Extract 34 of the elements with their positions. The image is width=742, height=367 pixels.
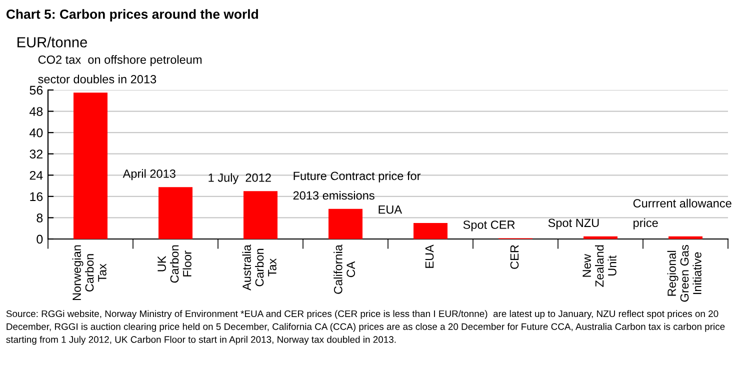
bar [74,92,108,239]
x-tick-label: Norwegian Carbon Tax [72,245,106,300]
bar [328,208,362,239]
y-axis-title: EUR/tonne [18,36,88,48]
bar [414,223,448,239]
bar [668,236,702,239]
annotation: Future Contract price for 2013 emissions [293,171,421,200]
bar [584,236,618,239]
y-tick-label: 24 [30,170,43,180]
bar [158,187,192,239]
x-tick-label: New Zealand Unit [582,245,616,287]
x-tick-label: Regional Green Gas Initiative [667,244,702,302]
y-tick-label: 40 [30,128,43,138]
annotation: EUA [378,206,402,214]
annotation: Currrent allowance price [633,198,732,230]
annotation: 1 July 2012 [208,173,271,184]
y-tick-label: 56 [30,86,43,95]
x-tick-label: UK Carbon Floor [158,245,192,283]
x-tick-label: EUA [425,244,434,268]
y-tick-label: 8 [36,214,43,222]
annotation: Spot CER [463,220,515,232]
y-tick-label: 48 [30,107,43,116]
y-tick-label: 16 [30,192,43,202]
chart-title: Chart 5: Carbon prices around the world [6,9,258,22]
x-tick-label: California CA [334,244,356,294]
x-tick-label: Australia Carbon Tax [242,244,276,290]
source-note: Source: RGGi website, Norway Ministry of Environment *EUA and CER prices (CER price is less than I EUR/tonne) are latest up to January, NZU reflect spot prices on 20 December, RGGI is auction clearing price held on 5 December, California CA (CCA) prices are as close a 20 December for Future CCA, Australia Carbon tax is carbon price starting from 1 July 2012, UK Carbon Floor to start in April 2013, Norway tax doubled in 2013. [6,310,725,345]
x-tick-label: CER [510,245,519,269]
y-tick-label: 0 [36,234,43,244]
annotation: Spot NZU [548,218,599,230]
y-tick-label: 32 [30,150,43,159]
annotation: April 2013 [122,169,176,180]
bar [244,191,278,239]
annotation: CO2 tax on offshore petroleum sector doubles in 2013 [38,55,202,84]
